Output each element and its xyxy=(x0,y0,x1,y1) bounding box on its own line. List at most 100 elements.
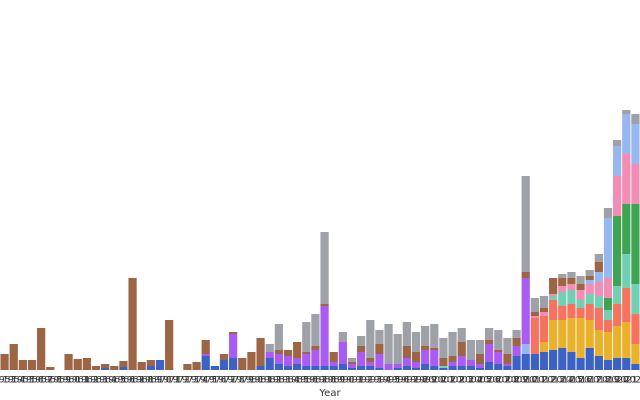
x-tick-label: 1997 xyxy=(395,376,418,386)
bar-segment xyxy=(411,352,421,362)
bar-segment xyxy=(567,290,576,304)
bar-segment xyxy=(18,360,27,370)
x-tick-label: 1957 xyxy=(30,376,53,386)
bar-segment xyxy=(192,362,201,370)
bar-segment xyxy=(603,278,613,298)
bar-segment xyxy=(165,320,174,370)
bar-segment xyxy=(631,314,640,344)
bar-segment xyxy=(430,350,439,366)
bar-segment xyxy=(622,254,631,288)
x-tick-label: 2014 xyxy=(551,376,574,386)
bar-segment xyxy=(512,338,521,346)
bar-segment xyxy=(512,346,521,356)
bar-segment xyxy=(402,346,411,358)
bar-segment xyxy=(466,340,475,360)
bar-segment xyxy=(622,204,631,254)
bar-segment xyxy=(101,368,110,370)
x-tick-label: 2009 xyxy=(505,376,528,386)
bar-segment xyxy=(366,366,375,370)
bar-segment xyxy=(229,332,238,334)
bar-segment xyxy=(311,366,320,370)
bar-segment xyxy=(293,342,302,358)
x-tick-label: 1961 xyxy=(66,376,89,386)
bar-segment xyxy=(320,366,329,370)
bar-segment xyxy=(631,124,640,164)
bar-segment xyxy=(631,364,640,370)
bar-segment xyxy=(411,368,421,370)
x-tick-label: 1963 xyxy=(85,376,108,386)
x-tick-label: 2015 xyxy=(560,376,583,386)
bar-segment xyxy=(219,354,229,360)
bar-segment xyxy=(549,350,558,370)
bar-segment xyxy=(448,332,457,356)
bar-segment xyxy=(311,350,320,366)
x-tick-label: 1970 xyxy=(149,376,172,386)
x-tick-label: 1996 xyxy=(386,376,409,386)
bar-segment xyxy=(521,278,530,344)
bar-segment xyxy=(622,114,631,154)
bar-segment xyxy=(549,294,558,296)
bar-segment xyxy=(201,354,210,356)
bar-segment xyxy=(594,356,603,370)
bar-segment xyxy=(137,362,146,370)
bar-segment xyxy=(485,344,494,362)
bar-segment xyxy=(530,316,539,318)
bar-segment xyxy=(201,340,210,354)
x-tick-label: 1986 xyxy=(295,376,318,386)
bar-segment xyxy=(219,360,229,370)
bar-segment xyxy=(558,348,567,370)
bar-segment xyxy=(521,354,530,370)
bar-segment xyxy=(375,344,384,354)
bar-segment xyxy=(393,334,402,364)
bar-segment xyxy=(485,340,494,344)
bar-segment xyxy=(494,364,503,370)
bar-segment xyxy=(283,356,293,366)
bar-segment xyxy=(475,368,485,370)
bar-segment xyxy=(549,300,558,320)
x-tick-label: 1978 xyxy=(222,376,245,386)
x-tick-label: 2020 xyxy=(606,376,629,386)
bar-segment xyxy=(475,364,485,368)
bar-segment xyxy=(494,350,503,352)
x-tick-label: 1968 xyxy=(130,376,153,386)
bar-segment xyxy=(37,328,46,370)
bar-segment xyxy=(603,332,613,360)
bar-segment xyxy=(585,294,594,304)
bar-segment xyxy=(539,342,549,352)
bar-segment xyxy=(283,366,293,370)
bar-segment xyxy=(73,359,82,370)
x-tick-label: 2013 xyxy=(542,376,565,386)
bar-segment xyxy=(393,368,402,370)
bar-segment xyxy=(613,176,622,216)
bar-segment xyxy=(421,346,430,350)
x-tick-label: 1987 xyxy=(304,376,327,386)
bar-segment xyxy=(576,318,585,358)
bar-segment xyxy=(9,344,18,370)
bar-segment xyxy=(622,322,631,358)
bar-segment xyxy=(631,114,640,124)
bar-segment xyxy=(82,358,91,370)
bar-segment xyxy=(475,340,485,354)
bar-segment xyxy=(558,274,567,278)
bar-segment xyxy=(622,288,631,322)
bar-segment xyxy=(256,338,265,366)
bar-segment xyxy=(603,208,613,218)
bar-segment xyxy=(539,316,549,342)
bar-segment xyxy=(338,332,347,342)
bar-segment xyxy=(265,352,274,358)
bar-segment xyxy=(421,350,430,364)
bar-segment xyxy=(539,352,549,370)
bar-segment xyxy=(375,354,384,368)
bar-segment xyxy=(347,358,357,362)
bar-segment xyxy=(558,278,567,286)
x-tick-label: 1971 xyxy=(158,376,181,386)
x-tick-label: 1976 xyxy=(203,376,226,386)
bar-segment xyxy=(338,364,347,370)
bar-segment xyxy=(585,270,594,276)
bar-segment xyxy=(594,272,603,282)
bar-segment xyxy=(549,320,558,350)
x-tick-label: 2022 xyxy=(624,376,640,386)
x-tick-label: 1962 xyxy=(75,376,98,386)
x-tick-label: 1959 xyxy=(48,376,71,386)
